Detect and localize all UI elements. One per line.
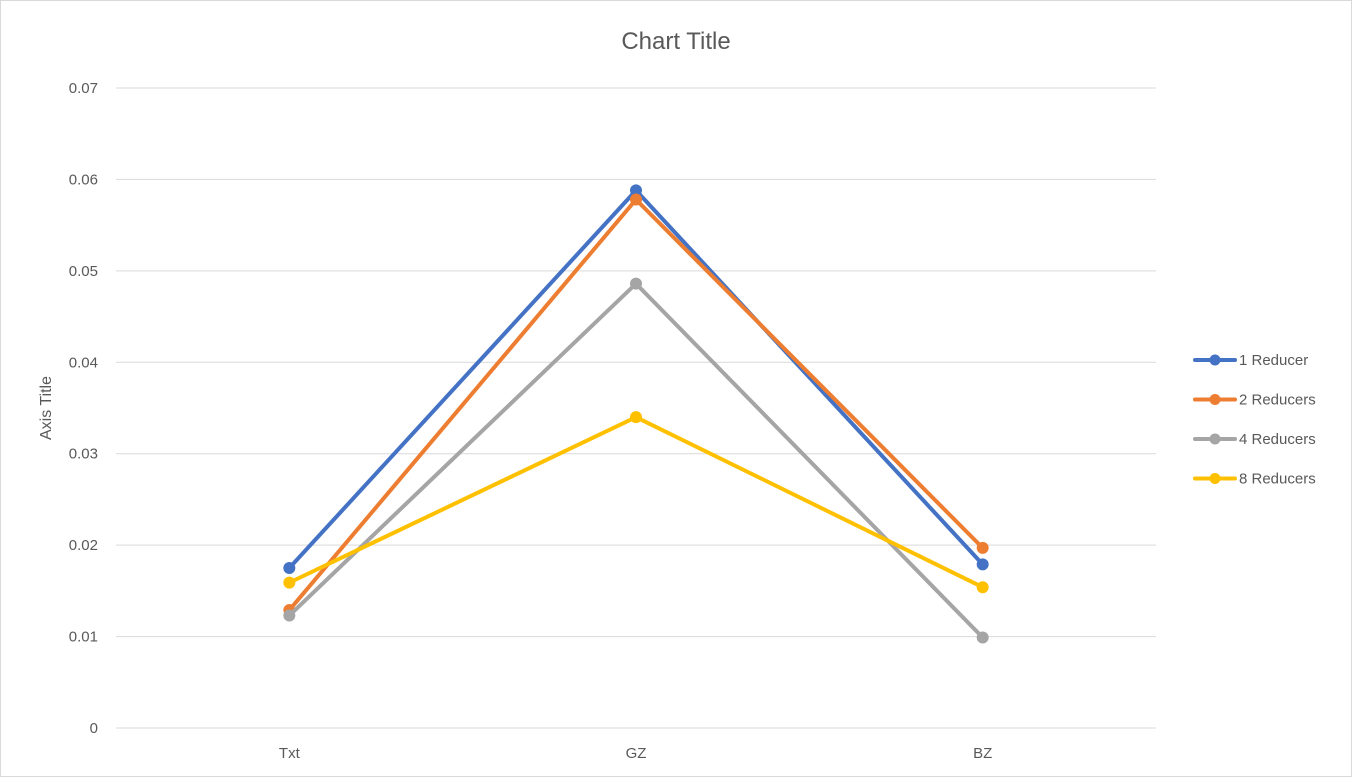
y-tick-labels: 0 0.01 0.02 0.03 0.04 0.05 0.06 0.07 bbox=[69, 80, 98, 737]
series-1 bbox=[283, 184, 989, 574]
data-point bbox=[283, 576, 296, 589]
data-point bbox=[976, 631, 989, 644]
data-point bbox=[630, 277, 642, 290]
legend-swatch-marker bbox=[1209, 433, 1221, 445]
series-3 bbox=[283, 277, 989, 644]
data-point bbox=[283, 562, 296, 574]
data-point bbox=[630, 193, 642, 206]
x-tick-labels: Txt GZ BZ bbox=[279, 745, 992, 762]
legend-entry: 4 Reducers bbox=[1193, 431, 1316, 448]
legend-swatch-marker bbox=[1209, 354, 1221, 366]
data-point bbox=[976, 581, 989, 594]
y-tick-label: 0.03 bbox=[69, 446, 98, 463]
y-tick-label: 0.07 bbox=[69, 80, 98, 97]
legend-label: 1 Reducer bbox=[1239, 352, 1308, 369]
data-point bbox=[630, 411, 642, 424]
series-4 bbox=[283, 411, 989, 594]
legend-swatch-marker bbox=[1209, 473, 1221, 484]
series-line bbox=[287, 197, 985, 613]
legend-entry: 8 Reducers bbox=[1193, 471, 1316, 488]
legend-label: 4 Reducers bbox=[1239, 431, 1316, 448]
series-line bbox=[287, 281, 985, 640]
chart-title: Chart Title bbox=[621, 28, 730, 55]
y-tick-label: 0.04 bbox=[69, 354, 98, 371]
y-axis-title: Axis Title bbox=[38, 376, 55, 440]
legend: 1 Reducer 2 Reducers 4 Reducers 8 Reducers bbox=[1193, 352, 1316, 488]
legend-label: 8 Reducers bbox=[1239, 471, 1316, 488]
y-tick-label: 0.06 bbox=[69, 171, 98, 188]
data-point bbox=[976, 541, 989, 554]
y-tick-label: 0.01 bbox=[69, 629, 98, 646]
legend-swatch-marker bbox=[1209, 394, 1221, 405]
data-point bbox=[976, 558, 989, 571]
y-tick-label: 0.02 bbox=[69, 537, 98, 554]
x-tick-label: BZ bbox=[973, 745, 992, 762]
legend-entry: 1 Reducer bbox=[1193, 352, 1308, 369]
y-tick-label: 0.05 bbox=[69, 263, 98, 280]
series-2 bbox=[283, 193, 989, 617]
series-line bbox=[287, 188, 985, 570]
legend-label: 2 Reducers bbox=[1239, 392, 1316, 409]
series-lines bbox=[283, 184, 989, 644]
data-point bbox=[283, 609, 296, 622]
x-tick-label: GZ bbox=[626, 745, 647, 762]
gridlines bbox=[116, 87, 1156, 729]
y-tick-label: 0 bbox=[90, 720, 98, 737]
x-tick-label: Txt bbox=[279, 745, 301, 762]
legend-entry: 2 Reducers bbox=[1193, 392, 1316, 409]
